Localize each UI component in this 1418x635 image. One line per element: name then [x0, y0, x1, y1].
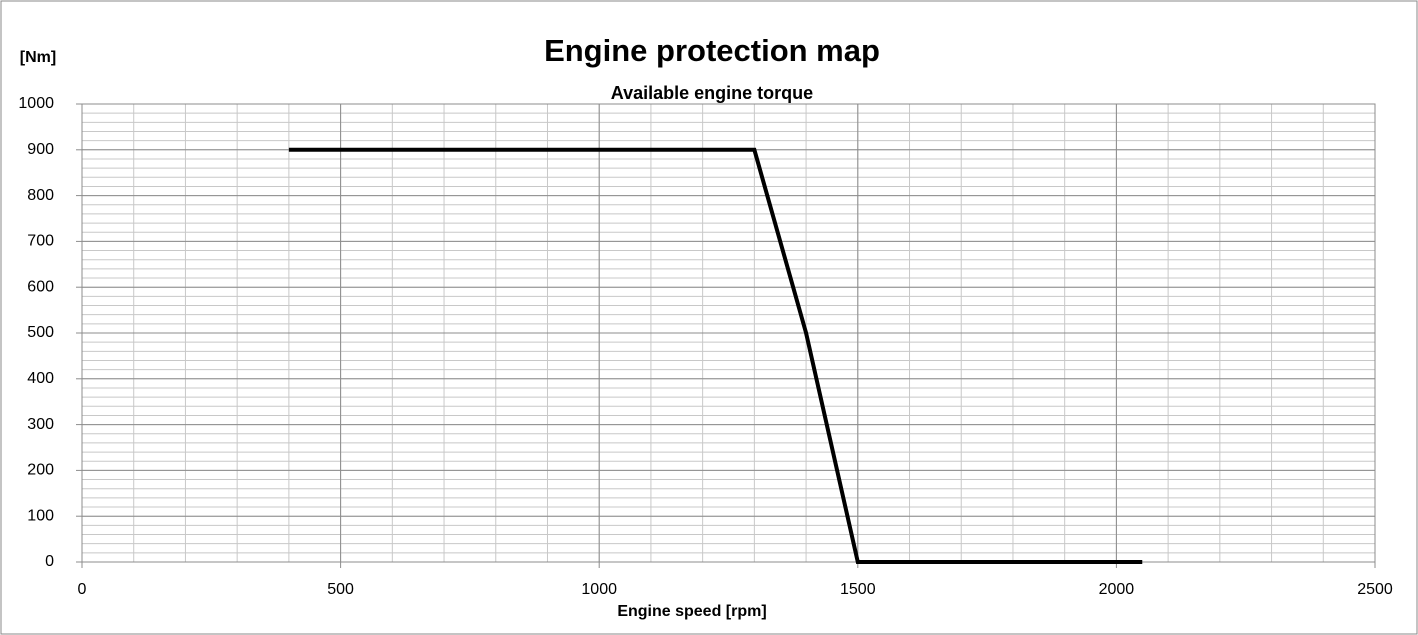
y-tick-label: 700 — [27, 233, 54, 250]
y-tick-label: 300 — [27, 416, 54, 433]
chart-subtitle: Available engine torque — [611, 83, 813, 103]
y-tick-label: 900 — [27, 141, 54, 158]
y-tick-label: 400 — [27, 370, 54, 387]
plot-border — [81, 103, 1376, 563]
x-tick-label: 2500 — [1357, 581, 1393, 598]
x-tick-label: 1000 — [581, 581, 617, 598]
x-tick-label: 500 — [327, 581, 354, 598]
y-tick-label: 100 — [27, 507, 54, 524]
x-tick-label: 0 — [78, 581, 87, 598]
chart-title: Engine protection map — [544, 33, 880, 68]
y-tick-label: 200 — [27, 462, 54, 479]
y-tick-label: 600 — [27, 278, 54, 295]
y-tick-label: 1000 — [18, 95, 54, 112]
y-tick-label: 800 — [27, 187, 54, 204]
x-tick-label: 2000 — [1099, 581, 1135, 598]
y-axis-label: [Nm] — [20, 49, 56, 66]
x-tick-label: 1500 — [840, 581, 876, 598]
line — [288, 147, 1143, 564]
y-tick-label: 0 — [45, 553, 54, 570]
y-tick-label: 500 — [27, 324, 54, 341]
x-axis-label: Engine speed [rpm] — [617, 603, 766, 620]
